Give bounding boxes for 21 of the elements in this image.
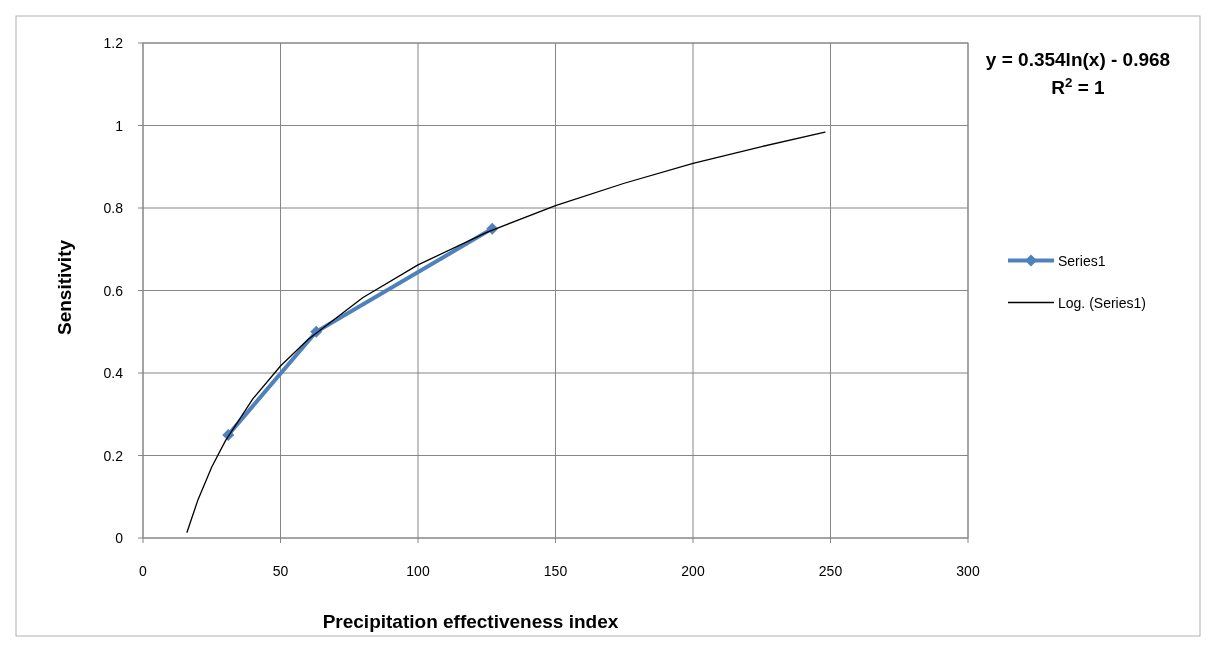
- x-tick-label: 0: [139, 563, 148, 579]
- x-tick-label: 100: [406, 563, 430, 579]
- y-axis-title: Sensitivity: [54, 239, 75, 336]
- x-tick-label: 50: [272, 563, 289, 579]
- legend-label: Log. (Series1): [1058, 294, 1146, 311]
- line-series: [186, 131, 826, 533]
- y-tick-label: 0.6: [103, 282, 124, 299]
- y-tick-label: 1: [115, 117, 124, 134]
- text: R$^{2}$ = 1: [1051, 74, 1106, 98]
- y-tick-label: 0.4: [103, 365, 124, 381]
- text: y = 0.354ln(x) - 0.968: [985, 49, 1171, 70]
- y-tick-label: 0.8: [103, 200, 124, 216]
- x-axis-title: Precipitation effectiveness index: [322, 611, 619, 632]
- y-tick-label: 1.2: [103, 35, 124, 51]
- x-tick-label: 150: [543, 563, 568, 579]
- x-tick-label: 250: [818, 563, 843, 579]
- x-tick-label: 300: [956, 563, 980, 579]
- y-tick-label: 0: [115, 530, 124, 546]
- x-tick-label: 200: [681, 563, 705, 579]
- legend-label: Series1: [1058, 252, 1106, 269]
- y-tick-label: 0.2: [103, 447, 124, 464]
